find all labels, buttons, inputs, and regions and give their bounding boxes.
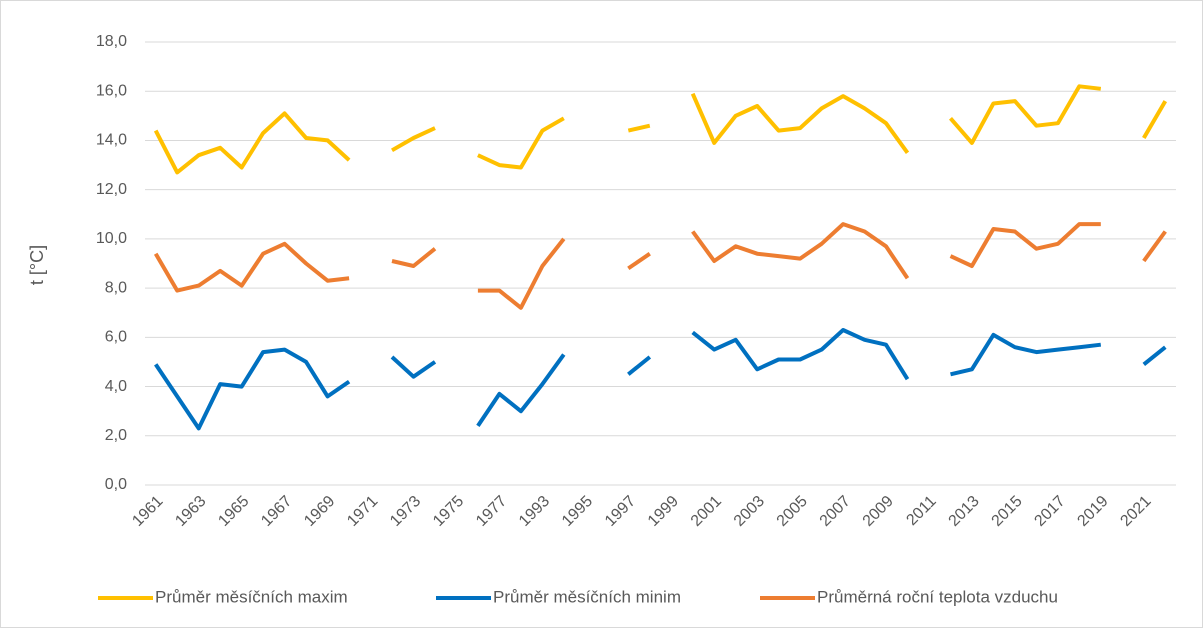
legend-label: Průměrná roční teplota vzduchu xyxy=(817,587,1058,606)
y-tick-label: 8,0 xyxy=(105,279,127,296)
legend-label: Průměr měsíčních maxim xyxy=(155,587,348,606)
y-tick-label: 0,0 xyxy=(105,476,127,493)
series-line xyxy=(153,222,1167,310)
y-tick-label: 2,0 xyxy=(105,427,127,444)
y-tick-label: 4,0 xyxy=(105,378,127,395)
y-tick-label: 10,0 xyxy=(96,230,127,247)
legend-label: Průměr měsíčních minim xyxy=(493,587,681,606)
series-line xyxy=(153,84,1168,175)
y-axis-label: t [°C] xyxy=(27,245,47,285)
y-tick-label: 12,0 xyxy=(96,181,127,198)
y-tick-label: 18,0 xyxy=(96,33,127,50)
y-tick-label: 16,0 xyxy=(96,82,127,99)
y-tick-label: 14,0 xyxy=(96,132,127,149)
series-line xyxy=(154,328,1167,431)
y-tick-label: 6,0 xyxy=(105,329,127,346)
